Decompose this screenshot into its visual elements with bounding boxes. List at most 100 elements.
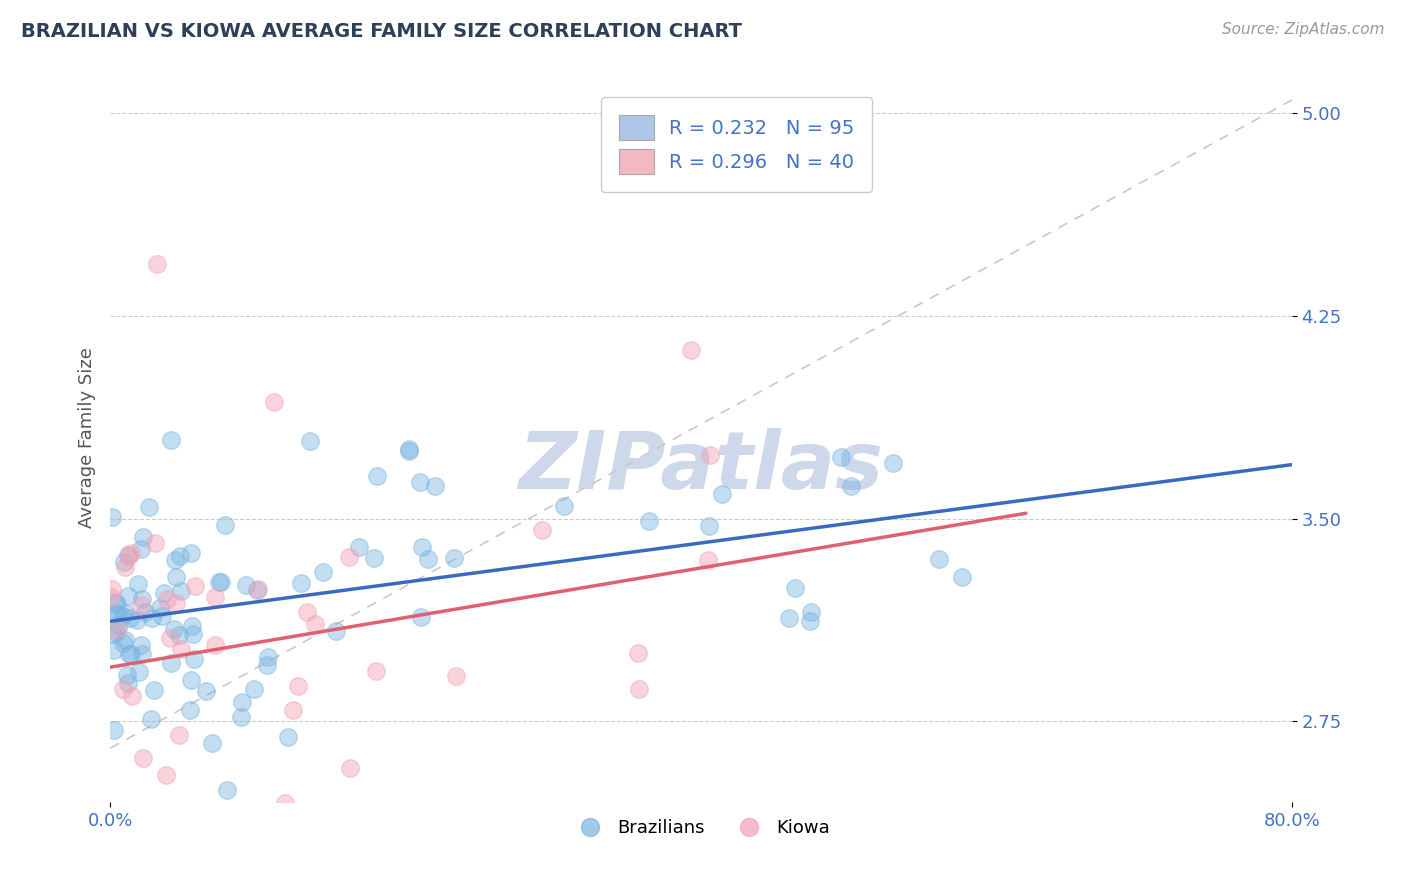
Point [134,605,156,619]
Point [117,675,139,690]
Point [180,619,202,633]
Point [214,517,236,532]
Point [112,635,135,649]
Point [165,569,187,583]
Point [627,647,650,661]
Point [295,605,318,619]
Point [104,607,127,622]
Point [208,574,231,589]
Point [114,606,136,620]
Point [553,499,575,513]
Point [165,596,187,610]
Point [104,595,127,609]
Point [138,500,160,515]
Point [783,581,806,595]
Point [201,735,224,749]
Point [839,479,862,493]
Y-axis label: Average Family Size: Average Family Size [79,347,96,528]
Point [129,847,152,861]
Point [231,710,253,724]
Point [127,577,149,591]
Point [409,609,432,624]
Point [125,613,148,627]
Point [247,582,270,597]
Point [103,643,125,657]
Text: Source: ZipAtlas.com: Source: ZipAtlas.com [1222,22,1385,37]
Point [699,448,721,462]
Point [103,723,125,737]
Point [312,565,335,579]
Point [129,542,152,557]
Point [181,627,204,641]
Point [398,443,420,458]
Point [111,608,134,623]
Point [103,627,125,641]
Point [180,673,202,688]
Point [105,598,128,612]
Point [697,553,720,567]
Point [165,553,187,567]
Point [153,586,176,600]
Point [139,712,162,726]
Point [179,703,201,717]
Point [444,669,467,683]
Point [290,576,312,591]
Point [131,591,153,606]
Point [928,552,950,566]
Point [215,782,238,797]
Point [100,590,122,604]
Point [131,647,153,661]
Point [231,695,253,709]
Point [235,578,257,592]
Point [184,579,207,593]
Point [155,768,177,782]
Point [170,642,193,657]
Point [112,682,135,697]
Point [120,546,142,560]
Point [143,536,166,550]
Legend: Brazilians, Kiowa: Brazilians, Kiowa [564,812,838,845]
Point [263,395,285,409]
Point [183,652,205,666]
Point [325,624,347,639]
Point [246,582,269,597]
Point [274,797,297,811]
Point [443,551,465,566]
Point [337,550,360,565]
Point [101,582,124,596]
Point [347,540,370,554]
Text: ZIPatlas: ZIPatlas [519,428,883,506]
Point [118,647,141,661]
Point [281,703,304,717]
Point [114,560,136,574]
Point [180,546,202,560]
Point [117,548,139,562]
Point [150,609,173,624]
Point [112,555,135,569]
Point [105,624,128,639]
Point [128,665,150,680]
Point [304,617,326,632]
Point [363,551,385,566]
Point [882,456,904,470]
Point [115,668,138,682]
Point [167,728,190,742]
Point [697,518,720,533]
Point [107,606,129,620]
Point [195,683,218,698]
Point [257,650,280,665]
Point [121,689,143,703]
Point [778,611,800,625]
Point [423,479,446,493]
Point [120,647,142,661]
Point [366,469,388,483]
Point [163,622,186,636]
Point [411,540,433,554]
Point [159,434,181,448]
Point [409,475,432,489]
Point [169,549,191,564]
Point [145,257,167,271]
Point [105,623,128,637]
Point [129,638,152,652]
Point [530,523,553,537]
